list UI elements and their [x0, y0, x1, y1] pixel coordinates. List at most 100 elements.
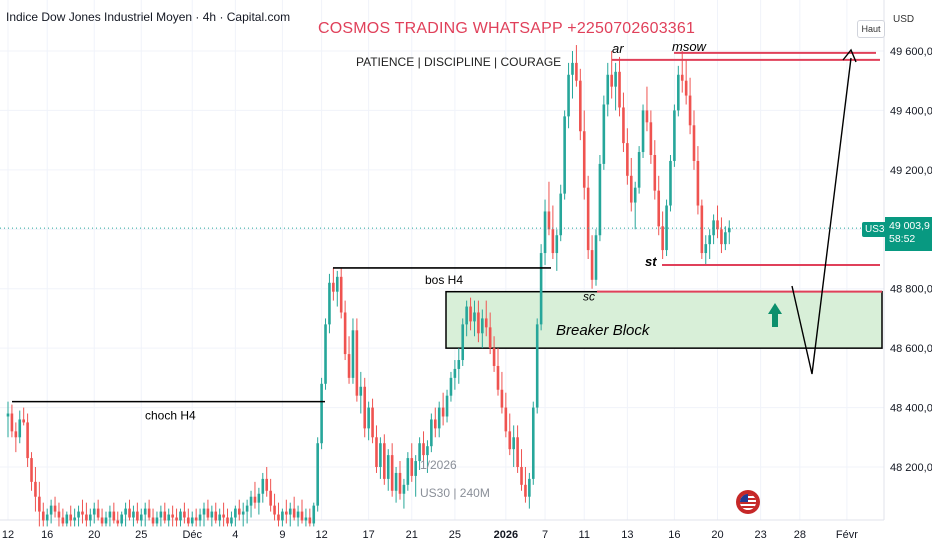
- annotation-levels[interactable]: [0, 48, 884, 403]
- candle-body: [261, 478, 265, 494]
- candle-body: [265, 478, 269, 491]
- candle-body: [292, 508, 296, 518]
- candle-body: [10, 413, 14, 432]
- candle-body: [512, 437, 515, 450]
- candle-body: [277, 514, 280, 521]
- candle-body: [684, 80, 688, 96]
- time-tick-label: Déc: [182, 529, 202, 541]
- candle-body: [457, 360, 461, 369]
- candle-body: [179, 511, 182, 521]
- candle-body: [41, 511, 45, 521]
- candle-body: [96, 508, 100, 518]
- breaker-block-zone[interactable]: [445, 290, 883, 349]
- msow-label: msow: [672, 39, 708, 54]
- price-tick-label: 49 600,0: [890, 46, 932, 58]
- candle-body: [563, 116, 566, 194]
- candle-body: [716, 220, 719, 230]
- candle-body: [26, 422, 29, 459]
- time-tick-label: 2026: [494, 529, 518, 541]
- candle-body: [304, 517, 308, 521]
- candle-body: [680, 74, 684, 81]
- price-tick-label: 48 200,0: [890, 462, 932, 474]
- breaker-block-label: Breaker Block: [556, 322, 651, 339]
- candle-body: [724, 232, 727, 245]
- candle-body: [120, 514, 123, 524]
- candle-body: [214, 511, 218, 521]
- candle-body: [394, 472, 398, 491]
- ar-label: ar: [612, 41, 624, 56]
- candle-body: [202, 508, 206, 515]
- candle-body: [488, 327, 492, 349]
- candle-body: [136, 511, 139, 521]
- candle-body: [528, 478, 531, 497]
- candle-body: [449, 377, 453, 396]
- candle-body: [402, 484, 406, 494]
- candle-body: [339, 276, 343, 313]
- time-tick-label: 25: [449, 529, 461, 541]
- us-flag-icon[interactable]: [736, 490, 760, 514]
- candle-body: [426, 446, 429, 456]
- candle-body: [430, 419, 433, 447]
- price-tick-label: 49 400,0: [890, 105, 932, 117]
- candle-body: [38, 496, 41, 512]
- candle-body: [332, 282, 335, 292]
- projection-arrowhead: [842, 48, 857, 63]
- candle-body: [551, 229, 555, 254]
- candle-body: [288, 508, 292, 515]
- candle-body: [677, 74, 680, 111]
- time-tick-label: 11: [579, 529, 590, 541]
- candle-body: [477, 312, 480, 334]
- candle-body: [367, 407, 370, 429]
- brand-banner: COSMOS TRADING WHATSAPP +2250702603361: [318, 20, 696, 37]
- candle-body: [14, 431, 18, 438]
- candle-body: [355, 330, 359, 396]
- candle-body: [524, 484, 527, 497]
- candle-body: [610, 74, 613, 87]
- time-tick-label: 17: [363, 529, 375, 541]
- time-tick-label: 12: [2, 529, 14, 541]
- bos-label: bos H4: [425, 273, 463, 287]
- candle-body: [183, 511, 186, 518]
- candle-body: [128, 508, 131, 518]
- candle-body: [234, 508, 237, 518]
- auto-scale-button[interactable]: Haut: [857, 20, 885, 38]
- candle-body: [132, 511, 135, 518]
- candle-body: [441, 407, 445, 417]
- price-tick-label: 48 400,0: [890, 403, 932, 415]
- candle-body: [206, 508, 210, 518]
- candle-body: [708, 235, 711, 245]
- candle-body: [433, 419, 437, 429]
- candle-body: [673, 110, 676, 161]
- candle-body: [53, 505, 57, 512]
- candle-body: [386, 455, 390, 479]
- currency-label: USD: [893, 14, 915, 25]
- candle-body: [45, 514, 49, 521]
- time-tick-label: 23: [755, 529, 767, 541]
- time-tick-label: 16: [41, 529, 53, 541]
- candle-body: [226, 517, 229, 524]
- candle-body: [65, 514, 69, 524]
- time-tick-label: 16: [668, 529, 680, 541]
- candle-body: [614, 71, 617, 87]
- candle-body: [720, 229, 723, 245]
- candle-body: [116, 520, 120, 524]
- candle-body: [245, 505, 249, 512]
- candle-body: [92, 508, 96, 515]
- candle-body: [398, 472, 402, 494]
- candle-body: [461, 324, 465, 361]
- candle-body: [410, 458, 414, 476]
- candle-body: [500, 389, 504, 408]
- candle-body: [520, 467, 523, 485]
- time-axis[interactable]: 12 16 20 25 Déc 4 9 12 17 21 25 2026 7 11 13 16 20 23 28 Fé…: [2, 529, 858, 541]
- candle-body: [89, 514, 92, 521]
- candle-body: [445, 395, 449, 417]
- time-tick-label: Févr: [836, 529, 858, 541]
- candle-body: [112, 511, 116, 521]
- current-price-tag: 49 003,9 58:52: [885, 217, 932, 251]
- candle-body: [108, 511, 112, 518]
- candle-body: [645, 110, 649, 123]
- candle-body: [359, 386, 363, 396]
- candle-body: [49, 505, 53, 515]
- bar-countdown: 58:52: [889, 233, 916, 245]
